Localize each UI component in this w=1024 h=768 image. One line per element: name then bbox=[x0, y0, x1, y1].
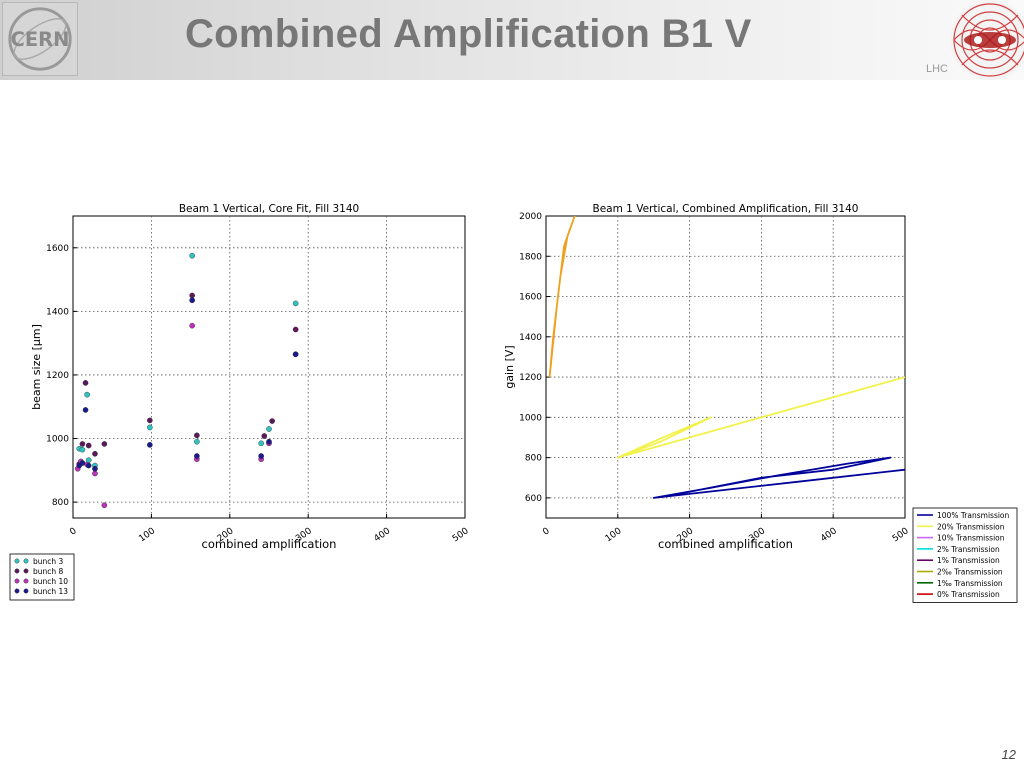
data-point bbox=[194, 432, 200, 439]
legend-label: bunch 8 bbox=[33, 567, 64, 576]
data-point bbox=[147, 442, 153, 448]
cern-logo: CERN bbox=[2, 2, 78, 76]
legend-label: bunch 3 bbox=[33, 557, 64, 566]
y-tick-label: 1000 bbox=[46, 435, 69, 445]
legend-label: bunch 10 bbox=[33, 577, 68, 586]
y-axis-label: gain [V] bbox=[503, 345, 516, 388]
legend-label: 2‰ Transmission bbox=[937, 568, 1003, 577]
series-line bbox=[652, 456, 905, 499]
legend-marker bbox=[23, 568, 29, 574]
legend-label: 0% Transmission bbox=[937, 590, 1000, 599]
data-point bbox=[258, 453, 264, 459]
legend-box bbox=[912, 507, 1018, 603]
gain-chart: 0 100 200 300 400 500600800100012001400160018… bbox=[503, 203, 1018, 603]
x-tick-label: 0 bbox=[541, 526, 552, 538]
data-point bbox=[266, 426, 272, 432]
series-bunch-13 bbox=[76, 297, 299, 472]
data-point bbox=[292, 326, 299, 333]
slide-title: Combined Amplification B1 V bbox=[185, 12, 752, 56]
data-point bbox=[84, 391, 90, 398]
legend-label: 20% Transmission bbox=[937, 522, 1005, 531]
x-axis-label: combined amplification bbox=[658, 537, 793, 551]
page-number: 12 bbox=[1001, 747, 1016, 762]
data-point bbox=[79, 441, 86, 447]
y-tick-label: 600 bbox=[525, 494, 542, 504]
chart-title: Beam 1 Vertical, Combined Amplification,… bbox=[593, 203, 859, 215]
x-tick-label: 500 bbox=[451, 526, 471, 544]
legend-marker bbox=[23, 578, 29, 584]
y-tick-label: 1400 bbox=[519, 333, 542, 343]
data-point bbox=[189, 252, 195, 259]
x-tick-label: 400 bbox=[373, 526, 393, 544]
x-tick-label: 500 bbox=[891, 526, 911, 544]
series-line bbox=[548, 216, 576, 378]
y-tick-label: 1600 bbox=[519, 293, 542, 303]
beam-size-chart: 0 100 200 300 400 5008001000120014001600Beam … bbox=[9, 203, 471, 601]
legend-marker bbox=[23, 588, 29, 594]
data-point bbox=[79, 446, 86, 453]
data-point bbox=[194, 438, 200, 445]
lhc-logo-text: LHC bbox=[926, 63, 949, 75]
data-point bbox=[266, 438, 272, 445]
plot-frame bbox=[72, 215, 466, 519]
legend-label: 100% Transmission bbox=[937, 511, 1010, 520]
data-point bbox=[85, 462, 92, 469]
series-line bbox=[616, 376, 905, 459]
legend-marker bbox=[14, 578, 20, 584]
data-point bbox=[292, 351, 299, 358]
y-tick-label: 1200 bbox=[46, 371, 69, 381]
legend-label: bunch 13 bbox=[33, 587, 68, 596]
data-point bbox=[92, 450, 98, 457]
data-point bbox=[101, 502, 108, 509]
data-point bbox=[147, 424, 153, 431]
data-point bbox=[194, 453, 200, 459]
data-point bbox=[79, 460, 86, 466]
x-axis-label: combined amplification bbox=[202, 537, 337, 551]
data-point bbox=[82, 407, 89, 413]
cern-logo-text: CERN bbox=[11, 28, 70, 51]
x-tick-label: 0 bbox=[68, 526, 79, 538]
legend-label: 10% Transmission bbox=[937, 534, 1005, 543]
data-point bbox=[189, 297, 195, 304]
legend-label: 2% Transmission bbox=[937, 545, 1000, 554]
y-tick-label: 1000 bbox=[519, 413, 542, 423]
legend-label: 1% Transmission bbox=[937, 556, 1000, 565]
data-point bbox=[189, 292, 195, 299]
y-tick-label: 1800 bbox=[519, 252, 542, 262]
legend-marker bbox=[14, 558, 20, 564]
x-tick-label: 100 bbox=[604, 526, 624, 544]
y-tick-label: 800 bbox=[525, 454, 542, 464]
data-point bbox=[261, 433, 268, 439]
legend-marker bbox=[23, 558, 29, 564]
data-point bbox=[82, 380, 89, 386]
data-point bbox=[292, 300, 299, 307]
slide-header: CERN Combined Amplification B1 V LHC bbox=[0, 0, 1024, 80]
data-point bbox=[269, 418, 275, 424]
x-tick-label: 400 bbox=[819, 526, 839, 544]
y-tick-label: 2000 bbox=[519, 212, 542, 222]
legend-label: 1‰ Transmission bbox=[937, 579, 1003, 588]
y-axis-label: beam size [μm] bbox=[30, 324, 43, 410]
y-tick-label: 1600 bbox=[46, 244, 69, 254]
data-point bbox=[92, 470, 98, 477]
data-point bbox=[101, 441, 108, 447]
data-point bbox=[147, 417, 153, 424]
plot-area bbox=[548, 216, 905, 499]
data-point bbox=[92, 465, 98, 472]
y-tick-label: 800 bbox=[52, 498, 69, 508]
legend-box bbox=[9, 553, 75, 601]
plot-frame bbox=[545, 215, 906, 519]
lhc-logo bbox=[950, 0, 1024, 80]
legend-marker bbox=[14, 588, 20, 594]
legend-marker bbox=[14, 568, 20, 574]
data-point bbox=[85, 442, 92, 449]
chart-title: Beam 1 Vertical, Core Fit, Fill 3140 bbox=[179, 203, 359, 215]
data-point bbox=[189, 322, 195, 329]
data-point bbox=[258, 440, 264, 447]
y-tick-label: 1400 bbox=[46, 307, 69, 317]
x-tick-label: 100 bbox=[137, 526, 157, 544]
y-tick-label: 1200 bbox=[519, 373, 542, 383]
